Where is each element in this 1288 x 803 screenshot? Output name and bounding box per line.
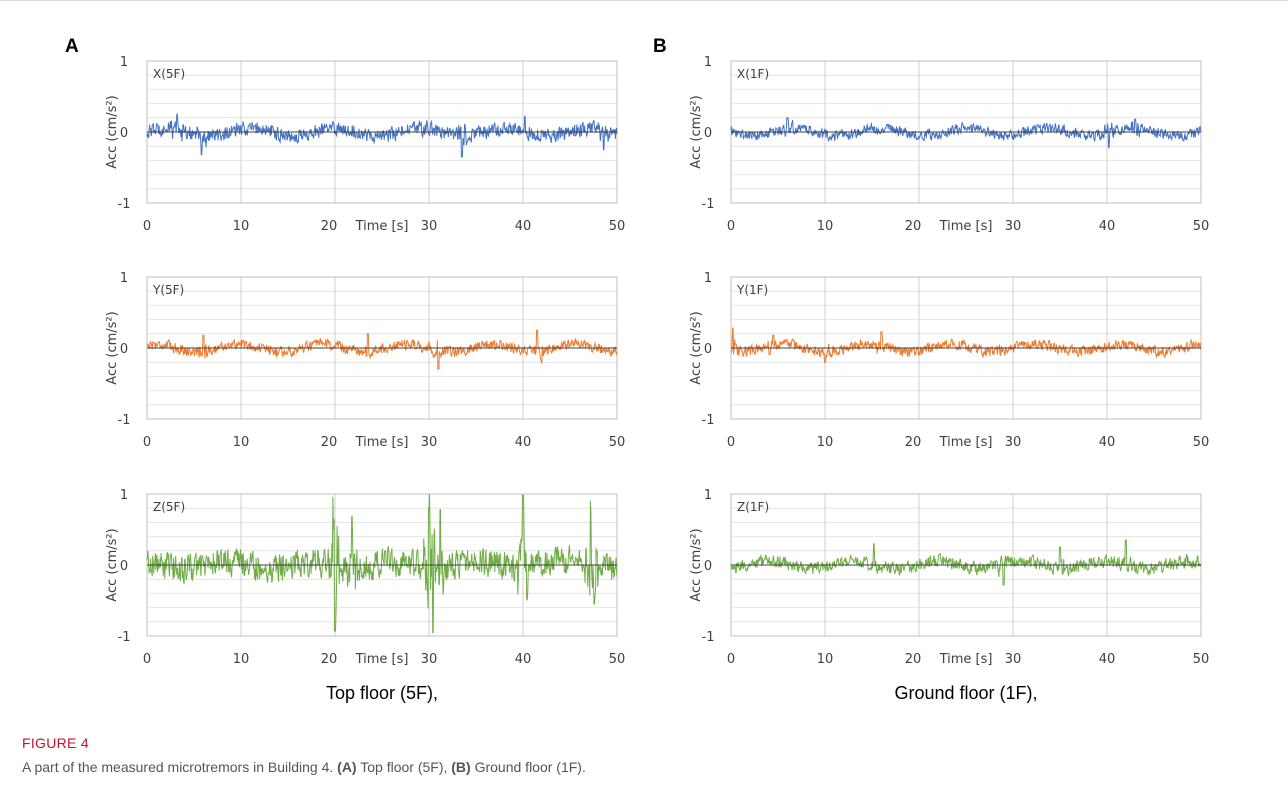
- chart-a-x-xtick-label: 50: [609, 219, 626, 234]
- chart-a-y-series-line: [146, 329, 618, 370]
- caption-b-text: Ground floor (1F).: [470, 759, 586, 775]
- chart-a-y-y-axis-title: Acc (cm/s²): [105, 311, 120, 384]
- chart-b-z-xtick-label: 10: [817, 652, 834, 667]
- chart-b-z-x-axis-title: Time [s]: [939, 652, 993, 667]
- chart-b-z-xtick-label: 20: [905, 652, 922, 667]
- chart-a-x-y-axis-title: Acc (cm/s²): [105, 95, 120, 168]
- chart-a-x-ytick-label: 1: [120, 55, 128, 70]
- chart-a-z-ytick-label: -1: [118, 630, 131, 645]
- chart-b-z-series-label: Z(1F): [737, 500, 769, 514]
- chart-a-y-series-label: Y(5F): [152, 283, 184, 297]
- figure-caption: A part of the measured microtremors in B…: [22, 759, 586, 775]
- chart-b-x-xtick-label: 0: [727, 219, 735, 234]
- chart-a-z-ytick-label: 0: [120, 559, 128, 574]
- chart-a-x-xtick-label: 10: [233, 219, 250, 234]
- chart-b-z-xtick-label: 40: [1099, 652, 1116, 667]
- chart-b-x-series-label: X(1F): [737, 67, 769, 81]
- panel-b-label: B: [653, 36, 667, 57]
- chart-b-x-ytick-label: 1: [704, 55, 712, 70]
- chart-a-z-series-label: Z(5F): [153, 500, 185, 514]
- chart-a-y-xtick-label: 20: [321, 435, 338, 450]
- chart-a-x-xtick-label: 0: [143, 219, 151, 234]
- chart-b-y-xtick-label: 40: [1099, 435, 1116, 450]
- chart-b-y-series-label: Y(1F): [736, 283, 768, 297]
- chart-a-x-ytick-label: 0: [120, 126, 128, 141]
- chart-b-y-ytick-label: -1: [702, 413, 715, 428]
- chart-b-z-y-axis-title: Acc (cm/s²): [689, 528, 704, 601]
- chart-b-y-y-axis-title: Acc (cm/s²): [689, 311, 704, 384]
- chart-a-z-xtick-label: 10: [233, 652, 250, 667]
- chart-a-z-series-line: [146, 493, 618, 633]
- chart-b-x-y-axis-title: Acc (cm/s²): [689, 95, 704, 168]
- chart-a-z-xtick-label: 50: [609, 652, 626, 667]
- chart-b-y-xtick-label: 20: [905, 435, 922, 450]
- chart-b-y-ytick-label: 1: [704, 271, 712, 286]
- chart-b-y-xtick-label: 10: [817, 435, 834, 450]
- caption-intro: A part of the measured microtremors in B…: [22, 759, 338, 775]
- chart-b-y-xtick-label: 0: [727, 435, 735, 450]
- chart-a-z-ytick-label: 1: [120, 488, 128, 503]
- chart-a-y-xtick-label: 0: [143, 435, 151, 450]
- chart-b-z-ytick-label: 1: [704, 488, 712, 503]
- chart-b-x-ytick-label: 0: [704, 126, 712, 141]
- chart-a-x-xtick-label: 20: [321, 219, 338, 234]
- chart-a-y-xtick-label: 10: [233, 435, 250, 450]
- chart-b-y-ytick-label: 0: [704, 342, 712, 357]
- chart-a-z-xtick-label: 20: [321, 652, 338, 667]
- chart-b-x-xtick-label: 10: [817, 219, 834, 234]
- chart-a-x-x-axis-title: Time [s]: [355, 219, 409, 234]
- chart-b-x-x-axis-title: Time [s]: [939, 219, 993, 234]
- chart-b-x-series-line: [730, 117, 1202, 149]
- chart-b-y-series-line: [730, 327, 1202, 363]
- chart-b-z-xtick-label: 30: [1005, 652, 1022, 667]
- chart-a-y-ytick-label: 0: [120, 342, 128, 357]
- chart-a-z-xtick-label: 0: [143, 652, 151, 667]
- chart-a-x-series-label: X(5F): [153, 67, 185, 81]
- figure-label: FIGURE 4: [22, 735, 89, 751]
- chart-b-x-xtick-label: 30: [1005, 219, 1022, 234]
- chart-b-y-xtick-label: 30: [1005, 435, 1022, 450]
- panel-a-title: Top floor (5F),: [326, 683, 438, 703]
- chart-b-x-ytick-label: -1: [702, 197, 715, 212]
- chart-b-z-ytick-label: 0: [704, 559, 712, 574]
- caption-a-text: Top floor (5F),: [356, 759, 452, 775]
- chart-a-z-x-axis-title: Time [s]: [355, 652, 409, 667]
- chart-b-z-xtick-label: 50: [1193, 652, 1210, 667]
- chart-b-y-x-axis-title: Time [s]: [939, 435, 993, 450]
- chart-b-x-xtick-label: 40: [1099, 219, 1116, 234]
- chart-b-z-series-line: [730, 539, 1202, 586]
- chart-a-y-x-axis-title: Time [s]: [355, 435, 409, 450]
- chart-a-x-xtick-label: 30: [421, 219, 438, 234]
- chart-a-z-y-axis-title: Acc (cm/s²): [105, 528, 120, 601]
- panel-b-title: Ground floor (1F),: [894, 683, 1037, 703]
- chart-a-x-xtick-label: 40: [515, 219, 532, 234]
- figure-canvas: A B Top floor (5F), Ground floor (1F), -…: [65, 36, 1209, 703]
- chart-a-x-ytick-label: -1: [118, 197, 131, 212]
- chart-a-x-series-line: [146, 113, 618, 158]
- chart-a-y-xtick-label: 50: [609, 435, 626, 450]
- caption-a-tag: (A): [337, 759, 357, 775]
- chart-a-z-xtick-label: 30: [421, 652, 438, 667]
- chart-b-y-xtick-label: 50: [1193, 435, 1210, 450]
- chart-a-y-ytick-label: -1: [118, 413, 131, 428]
- chart-a-z-xtick-label: 40: [515, 652, 532, 667]
- chart-b-x-xtick-label: 20: [905, 219, 922, 234]
- chart-a-y-ytick-label: 1: [120, 271, 128, 286]
- caption-b-tag: (B): [451, 759, 471, 775]
- chart-b-z-ytick-label: -1: [702, 630, 715, 645]
- chart-b-x-xtick-label: 50: [1193, 219, 1210, 234]
- chart-a-y-xtick-label: 30: [421, 435, 438, 450]
- chart-a-y-xtick-label: 40: [515, 435, 532, 450]
- chart-b-z-xtick-label: 0: [727, 652, 735, 667]
- panel-a-label: A: [65, 36, 79, 57]
